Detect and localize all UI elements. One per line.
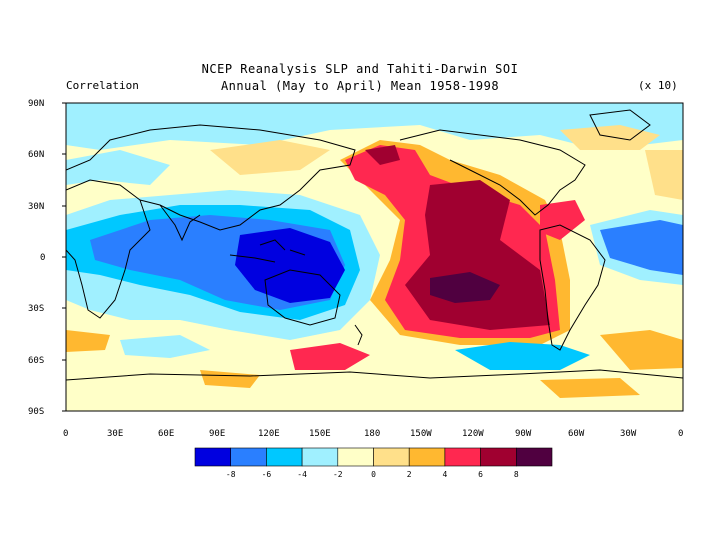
x-tick-label: 120W bbox=[462, 429, 484, 439]
colorbar-label: -4 bbox=[297, 470, 307, 479]
title-line-1: NCEP Reanalysis SLP and Tahiti-Darwin SO… bbox=[201, 62, 519, 76]
title-line-2: Annual (May to April) Mean 1958-1998 bbox=[220, 79, 500, 93]
australia-coastline bbox=[264, 269, 341, 326]
antarctic-positive-patch-2 bbox=[540, 378, 640, 398]
south-pacific-positive bbox=[290, 343, 370, 370]
colorbar-swatch bbox=[266, 447, 303, 467]
y-tick-label: 90S bbox=[28, 407, 44, 417]
y-tick-label: 60N bbox=[28, 150, 44, 160]
antarctica-coastline bbox=[66, 369, 683, 381]
colorbar-label: -6 bbox=[262, 470, 272, 479]
asia-positive-patch bbox=[210, 140, 330, 175]
x-tick-label: 0 bbox=[63, 429, 68, 439]
colorbar: -8 -6 -4 -2 0 2 4 6 8 bbox=[194, 447, 553, 479]
colorbar-swatch bbox=[301, 447, 339, 467]
colorbar-label: 2 bbox=[407, 470, 412, 479]
x-tick-label: 30E bbox=[107, 429, 123, 439]
y-tick-label: 0 bbox=[40, 253, 45, 263]
atlantic-positive-patch bbox=[645, 150, 683, 200]
arctic-negative-region bbox=[66, 103, 683, 150]
india-coastline bbox=[159, 204, 201, 242]
maritime-continent-core bbox=[235, 228, 345, 303]
south-atlantic-positive bbox=[600, 330, 683, 370]
colorbar-swatch bbox=[373, 447, 410, 467]
y-tick-label: 30S bbox=[28, 304, 44, 314]
colorbar-label: 4 bbox=[442, 470, 447, 479]
colorbar-swatch bbox=[444, 447, 481, 467]
colorbar-swatch bbox=[515, 447, 553, 467]
north-america-coastline bbox=[399, 129, 586, 216]
eurasia-coastline bbox=[66, 124, 356, 231]
coastlines bbox=[66, 109, 683, 381]
x-tick-label: 60E bbox=[158, 429, 174, 439]
x-tick-label: 180 bbox=[364, 429, 380, 439]
south-indian-negative bbox=[120, 335, 210, 358]
africa-coastline bbox=[66, 179, 151, 319]
scale-factor-label: (x 10) bbox=[638, 79, 678, 92]
colorbar-swatch bbox=[194, 447, 232, 467]
x-tick-label: 90W bbox=[515, 429, 532, 439]
x-tick-label: 120E bbox=[258, 429, 280, 439]
antarctic-positive-patch bbox=[200, 370, 260, 388]
colorbar-label: -2 bbox=[333, 470, 343, 479]
atlantic-negative bbox=[600, 220, 683, 275]
x-tick-label: 150E bbox=[309, 429, 331, 439]
colorbar-swatch bbox=[408, 447, 446, 467]
x-tick-label: 0 bbox=[678, 429, 683, 439]
correlation-label: Correlation bbox=[66, 79, 139, 92]
y-tick-label: 60S bbox=[28, 356, 44, 366]
x-tick-label: 60W bbox=[568, 429, 585, 439]
y-axis: 90N 60N 30N 0 30S 60S 90S bbox=[28, 99, 66, 417]
colorbar-label: -8 bbox=[226, 470, 236, 479]
north-pacific-strong-positive bbox=[365, 145, 400, 165]
colorbar-swatch bbox=[230, 447, 267, 467]
map-field bbox=[66, 103, 683, 411]
southern-ocean-negative bbox=[455, 342, 590, 370]
x-tick-label: 150W bbox=[410, 429, 432, 439]
colorbar-swatch bbox=[480, 447, 517, 467]
new-zealand-coastline bbox=[354, 324, 363, 346]
colorbar-swatch bbox=[337, 447, 374, 467]
greenland-coastline bbox=[589, 109, 651, 141]
x-axis: 0 30E 60E 90E 120E 150E 180 150W 120W 90… bbox=[63, 429, 683, 439]
east-pacific-core bbox=[430, 272, 500, 303]
colorbar-label: 6 bbox=[478, 470, 483, 479]
south-africa-positive bbox=[66, 330, 110, 352]
south-america-coastline bbox=[539, 224, 606, 351]
indonesia-coastline bbox=[229, 239, 306, 263]
y-tick-label: 30N bbox=[28, 202, 44, 212]
x-tick-label: 90E bbox=[209, 429, 225, 439]
x-tick-label: 30W bbox=[620, 429, 637, 439]
canada-positive-patch bbox=[560, 125, 660, 150]
colorbar-label: 8 bbox=[514, 470, 519, 479]
colorbar-label: 0 bbox=[371, 470, 376, 479]
europe-negative-patch bbox=[66, 150, 170, 185]
y-tick-label: 90N bbox=[28, 99, 44, 109]
caribbean-positive bbox=[540, 200, 585, 240]
